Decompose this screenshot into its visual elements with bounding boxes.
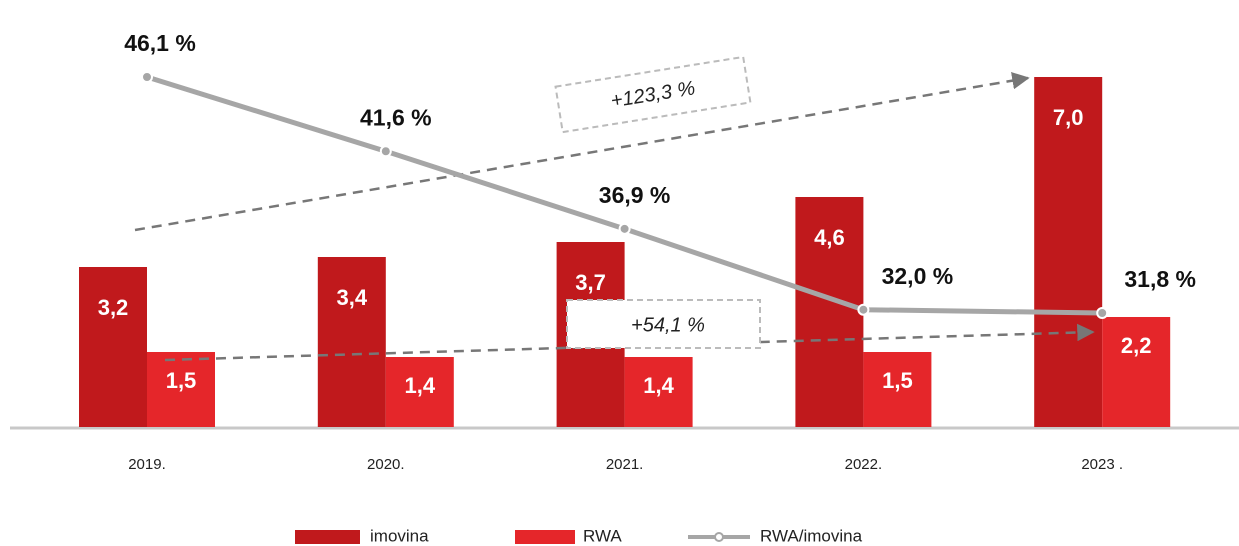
point [379, 145, 392, 158]
x-tick-label: 2023 . [1081, 456, 1123, 473]
legend-label: RWA [583, 526, 622, 545]
annotation-box [566, 299, 761, 349]
annotation: +54,1 % [631, 314, 705, 336]
bar [147, 352, 215, 427]
data-label: 1,5 [166, 368, 197, 393]
bar [317, 257, 386, 427]
bar [863, 352, 932, 427]
legend-marker [714, 532, 724, 542]
point [1096, 307, 1109, 319]
bar [1034, 77, 1103, 427]
data-label: 32,0 % [882, 263, 954, 289]
data-label: 2,2 [1121, 333, 1152, 358]
bar [1102, 317, 1171, 427]
x-tick-label: 2022. [845, 456, 883, 473]
bar [624, 357, 693, 427]
data-label: 3,2 [98, 295, 129, 320]
data-label: 1,4 [643, 373, 674, 398]
data-label: 31,8 % [1124, 266, 1196, 292]
line-layer: 46,1 % 41,6 % 36,9 % 32,0 % 31,8 % [124, 30, 1196, 319]
x-tick-label: 2021. [606, 456, 644, 473]
point [141, 71, 153, 83]
bar [385, 357, 454, 427]
data-label: 46,1 % [124, 30, 196, 56]
x-tick-label: 2019. [128, 456, 166, 473]
data-label: 3,4 [337, 285, 368, 310]
data-label: 36,9 % [599, 182, 671, 208]
data-label: 3,7 [575, 270, 606, 295]
data-label: 41,6 % [360, 104, 432, 130]
data-label: 4,6 [814, 225, 845, 250]
legend: imovina RWA RWA/imovina [295, 526, 863, 545]
legend-swatch [295, 530, 360, 544]
data-label: 1,4 [405, 373, 436, 398]
point [857, 303, 870, 316]
data-label: 1,5 [882, 368, 913, 393]
legend-label: RWA/imovina [760, 526, 863, 545]
point [618, 222, 631, 235]
bars: 3,2 3,4 3,7 4,6 7,0 1,5 1,4 1,4 1,5 2,2 [79, 77, 1171, 427]
trend-arrow [134, 72, 1030, 232]
bar [79, 267, 147, 427]
legend-label: imovina [370, 526, 429, 545]
legend-swatch [515, 530, 575, 544]
bar [795, 197, 864, 427]
data-label: 7,0 [1053, 105, 1084, 130]
annotation-box: +123,3 % [554, 55, 752, 134]
x-tick-label: 2020. [367, 456, 405, 473]
